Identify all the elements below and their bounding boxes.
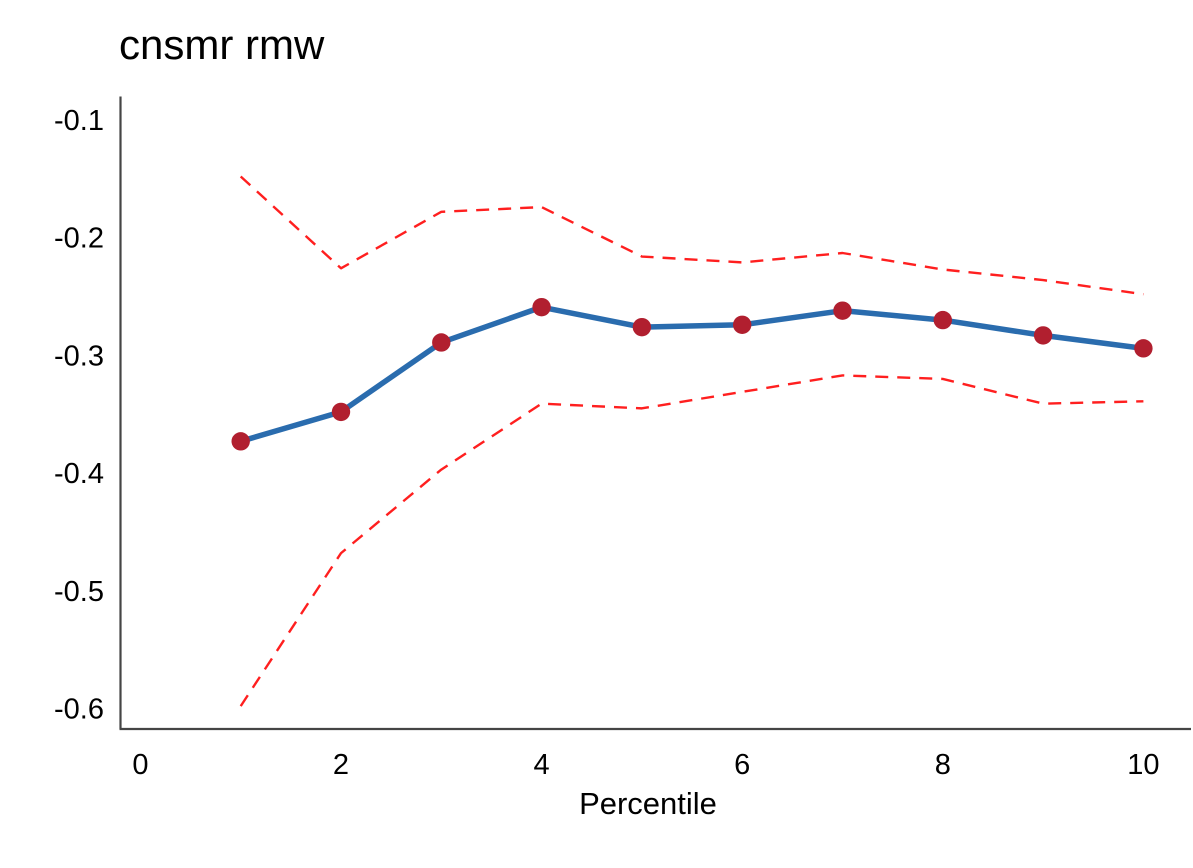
y-tick-label: -0.6 [54, 694, 104, 726]
x-tick-label: 8 [935, 749, 951, 781]
data-point-marker [1033, 326, 1053, 345]
y-tick-label: -0.4 [54, 458, 104, 490]
data-point-marker [733, 315, 752, 334]
y-tick-label: -0.5 [54, 576, 104, 608]
data-point-marker [231, 432, 250, 451]
series-line-lower-confidence-band [239, 374, 1144, 707]
data-point-marker [532, 297, 551, 317]
x-tick-label: 10 [1127, 749, 1159, 781]
data-point-marker [331, 402, 351, 422]
data-point-marker [933, 310, 952, 330]
y-tick-label: -0.1 [54, 105, 104, 137]
y-tick-label: -0.3 [54, 340, 104, 372]
data-point-marker [632, 317, 652, 337]
series-line-upper-confidence-band [239, 175, 1144, 296]
x-tick-label: 4 [534, 749, 550, 781]
x-tick-label: 6 [734, 749, 750, 781]
series-line-estimate [239, 304, 1144, 444]
y-tick-label: -0.2 [54, 223, 104, 255]
x-axis-title: Percentile [579, 786, 717, 821]
x-tick-label: 2 [333, 749, 349, 781]
data-point-marker [1134, 339, 1153, 358]
data-point-marker [432, 333, 451, 352]
chart-title: cnsmr rmw [119, 21, 325, 68]
x-tick-label: 0 [132, 749, 148, 781]
data-point-marker [833, 301, 852, 320]
